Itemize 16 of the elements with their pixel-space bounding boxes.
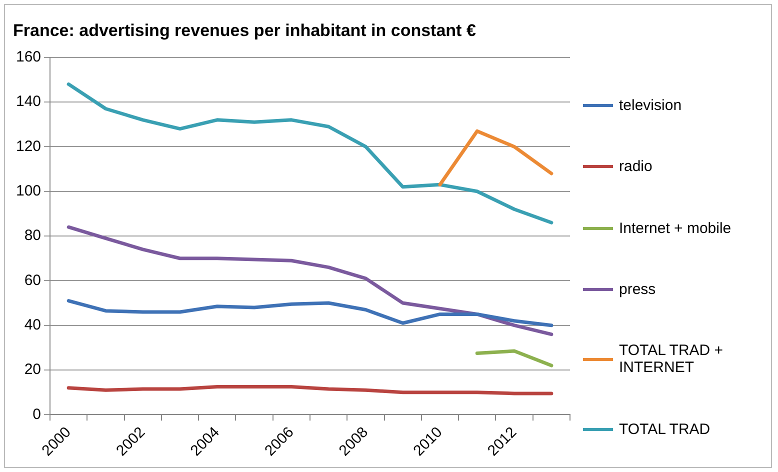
y-tick-label: 0 <box>32 406 42 423</box>
y-tick-label: 140 <box>16 93 42 110</box>
y-tick-label: 100 <box>16 182 42 200</box>
y-tick-label: 120 <box>16 138 42 155</box>
y-tick-label: 160 <box>16 48 42 66</box>
y-tick-label: 40 <box>24 316 42 334</box>
legend-label: press <box>619 281 656 298</box>
legend-label: Internet + mobile <box>619 220 732 237</box>
legend-label: TOTAL TRAD + INTERNET <box>619 342 724 376</box>
y-tick-label: 80 <box>24 227 42 244</box>
legend-label: television <box>619 97 682 114</box>
y-tick-label: 60 <box>24 272 42 289</box>
y-tick-label: 20 <box>24 361 42 378</box>
legend-label: TOTAL TRAD <box>619 420 710 438</box>
legend-label: radio <box>619 158 652 176</box>
chart-title: France: advertising revenues per inhabitant in constant € <box>13 20 476 40</box>
